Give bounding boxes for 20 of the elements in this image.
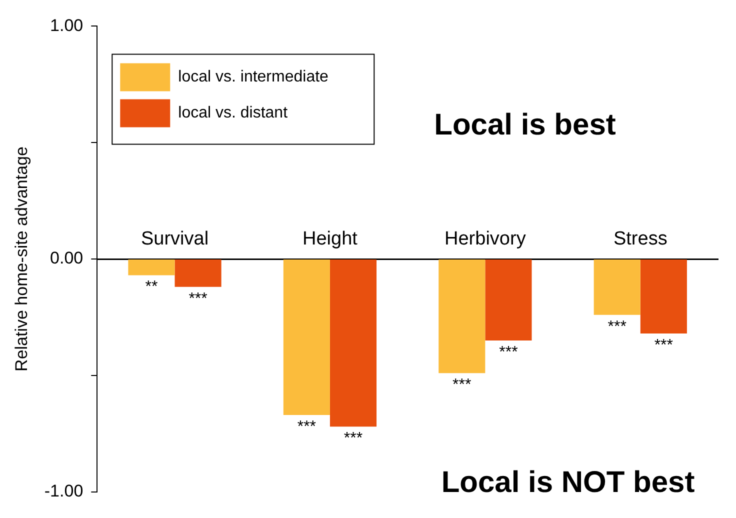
x-tick-label: Survival bbox=[140, 228, 209, 250]
data-label: *** bbox=[297, 418, 316, 436]
data-label: *** bbox=[608, 318, 626, 336]
x-tick-label: Height bbox=[302, 228, 358, 250]
y-tick-label: 0.00 bbox=[50, 248, 84, 268]
data-label: *** bbox=[452, 376, 472, 394]
legend-label: local vs. intermediate bbox=[178, 68, 329, 86]
x-tick-label: Stress bbox=[613, 228, 668, 250]
annotation: Local is NOT best bbox=[441, 466, 695, 500]
data-label: *** bbox=[654, 336, 674, 354]
data-label: ** bbox=[145, 278, 158, 296]
annotation: Local is best bbox=[434, 108, 616, 142]
y-tick-label: 1.00 bbox=[50, 16, 84, 35]
y-tick-label: -1.00 bbox=[44, 481, 84, 500]
y-axis-title: Relative home-site advantage bbox=[12, 146, 31, 372]
data-label: *** bbox=[499, 344, 518, 361]
x-tick-label: Herbivory bbox=[444, 228, 526, 250]
legend-label: local vs. distant bbox=[178, 104, 288, 122]
data-label: *** bbox=[344, 430, 363, 448]
data-label: *** bbox=[188, 290, 208, 308]
